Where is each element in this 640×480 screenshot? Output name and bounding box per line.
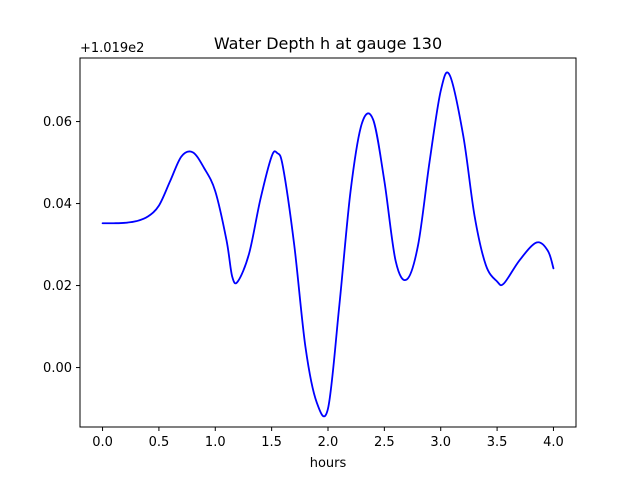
x-tick-label: 1.0 bbox=[205, 435, 226, 450]
axes-frame bbox=[79, 57, 577, 428]
x-tick-label: 0.5 bbox=[149, 435, 170, 450]
y-tick-label: 0.04 bbox=[43, 197, 72, 212]
x-tick-label: 2.0 bbox=[318, 435, 339, 450]
x-tick-label: 1.5 bbox=[261, 435, 282, 450]
x-tick-label: 2.5 bbox=[374, 435, 395, 450]
y-tick-label: 0.06 bbox=[43, 115, 72, 130]
plot-area: 0.0 0.5 1.0 1.5 2.0 2.5 3.0 3.5 4.0 0.00 0.02 0.04 0… bbox=[43, 71, 564, 450]
x-tick-label: 4.0 bbox=[543, 435, 564, 450]
chart-title: Water Depth h at gauge 130 bbox=[214, 34, 442, 53]
x-tick-label: 3.0 bbox=[430, 435, 451, 450]
x-tick-label: 3.5 bbox=[487, 435, 508, 450]
y-offset-label: +1.019e2 bbox=[80, 41, 144, 56]
x-tick-label: 0.0 bbox=[92, 435, 113, 450]
y-tick-label: 0.02 bbox=[43, 279, 72, 294]
x-axis-label: hours bbox=[310, 456, 347, 471]
series-line bbox=[101, 71, 555, 418]
y-tick-label: 0.00 bbox=[43, 361, 72, 376]
